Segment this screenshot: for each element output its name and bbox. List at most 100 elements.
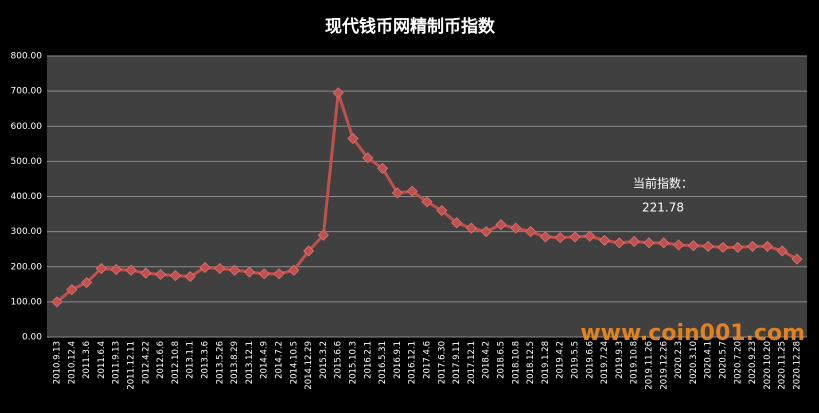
marker (465, 222, 477, 234)
y-tick-label: 200.00 (11, 262, 43, 272)
x-tick-label: 2010.9.13 (53, 341, 63, 384)
x-tick-label: 2012.4.22 (141, 341, 151, 384)
x-tick-label: 2016.2.1 (363, 341, 373, 379)
y-tick-label: 800.00 (11, 52, 43, 62)
x-tick-label: 2014.7.2 (275, 341, 285, 379)
marker (377, 162, 389, 174)
marker (495, 219, 507, 231)
x-tick-label: 2018.12.5 (526, 341, 536, 384)
x-tick-label: 2019.12.26 (659, 341, 669, 390)
marker (732, 241, 744, 253)
marker (273, 268, 285, 280)
x-tick-label: 2020.7.20 (733, 341, 743, 384)
x-tick-label: 2011.6.4 (97, 341, 107, 379)
marker (554, 232, 566, 244)
marker (214, 262, 226, 275)
marker (362, 152, 374, 164)
marker (229, 264, 241, 276)
marker (169, 269, 181, 282)
y-tick-label: 0.00 (22, 333, 42, 343)
x-tick-label: 2013.1.1 (186, 341, 196, 379)
marker (510, 222, 522, 234)
marker (140, 267, 152, 279)
x-tick-label: 2013.5.26 (215, 341, 225, 384)
x-tick-label: 2019.11.26 (645, 341, 655, 390)
y-tick-label: 100.00 (11, 297, 43, 307)
x-tick-label: 2020.2.3 (674, 341, 684, 379)
x-tick-label: 2019.10.8 (630, 341, 640, 384)
x-tick-label: 2016.9.1 (393, 341, 403, 379)
marker (599, 234, 611, 246)
x-tick-label: 2012.6.6 (156, 341, 166, 379)
x-tick-label: 2019.9.3 (615, 341, 625, 379)
marker (95, 262, 107, 275)
marker (317, 229, 329, 241)
x-tick-label: 2015.10.3 (349, 341, 359, 384)
marker (480, 226, 492, 238)
y-tick-label: 600.00 (11, 122, 43, 132)
x-tick-label: 2014.10.5 (289, 341, 299, 384)
x-tick-label: 2020.3.10 (689, 341, 699, 384)
x-tick-label: 2013.12.1 (245, 341, 255, 384)
x-tick-label: 2011.9.13 (112, 341, 122, 384)
x-tick-label: 2020.12.28 (793, 341, 803, 390)
x-tick-label: 2017.12.1 (467, 341, 477, 384)
x-tick-label: 2019.1.28 (541, 341, 551, 384)
x-tick-label: 2014.4.9 (260, 341, 270, 379)
watermark: www.coin001.com (580, 321, 805, 346)
marker (761, 240, 773, 252)
x-tick-label: 2016.12.1 (408, 341, 418, 384)
x-tick-label: 2016.5.31 (378, 341, 388, 384)
marker (391, 187, 403, 199)
annotation-value: 221.78 (642, 201, 684, 215)
x-tick-label: 2013.8.29 (230, 341, 240, 384)
marker (347, 132, 359, 145)
marker (451, 217, 463, 229)
annotation-label: 当前指数： (633, 176, 693, 191)
x-tick-label: 2011.12.11 (127, 341, 137, 390)
x-tick-label: 2014.12.29 (304, 341, 314, 390)
marker (717, 241, 729, 253)
marker (687, 240, 699, 252)
marker (125, 264, 137, 276)
x-tick-label: 2015.6.6 (334, 341, 344, 379)
x-tick-label: 2015.3.2 (319, 341, 329, 379)
marker (658, 237, 670, 249)
marker (155, 268, 167, 281)
x-tick-label: 2019.5.5 (571, 341, 581, 379)
chart-title: 现代钱币网精制币指数 (325, 16, 496, 37)
marker (643, 237, 655, 249)
marker (776, 245, 788, 257)
marker (81, 276, 93, 289)
x-tick-label: 2017.4.6 (423, 341, 433, 379)
marker (525, 226, 537, 238)
x-tick-label: 2020.9.23 (748, 341, 758, 384)
marker (747, 240, 759, 252)
x-tick-label: 2019.7.24 (600, 341, 610, 384)
x-tick-label: 2011.3.6 (82, 341, 92, 379)
marker (243, 266, 255, 278)
marker (184, 271, 196, 283)
marker (303, 245, 315, 257)
marker (613, 237, 625, 249)
x-tick-label: 2019.6.6 (585, 341, 595, 379)
x-tick-label: 2020.10.20 (763, 341, 773, 390)
marker (702, 240, 714, 252)
marker (258, 268, 270, 280)
x-tick-label: 2018.6.5 (497, 341, 507, 379)
marker (539, 231, 551, 243)
marker (406, 185, 418, 197)
x-tick-label: 2018.10.8 (511, 341, 521, 384)
y-tick-label: 500.00 (11, 157, 43, 167)
y-tick-label: 400.00 (11, 192, 43, 202)
marker (584, 230, 596, 242)
marker (421, 196, 433, 208)
x-tick-label: 2013.3.6 (201, 341, 211, 379)
x-tick-label: 2020.5.7 (719, 341, 729, 379)
marker (569, 231, 581, 243)
x-tick-label: 2019.4.2 (556, 341, 566, 379)
marker (66, 284, 78, 296)
x-tick-label: 2017.9.11 (452, 341, 462, 384)
marker (51, 296, 63, 308)
